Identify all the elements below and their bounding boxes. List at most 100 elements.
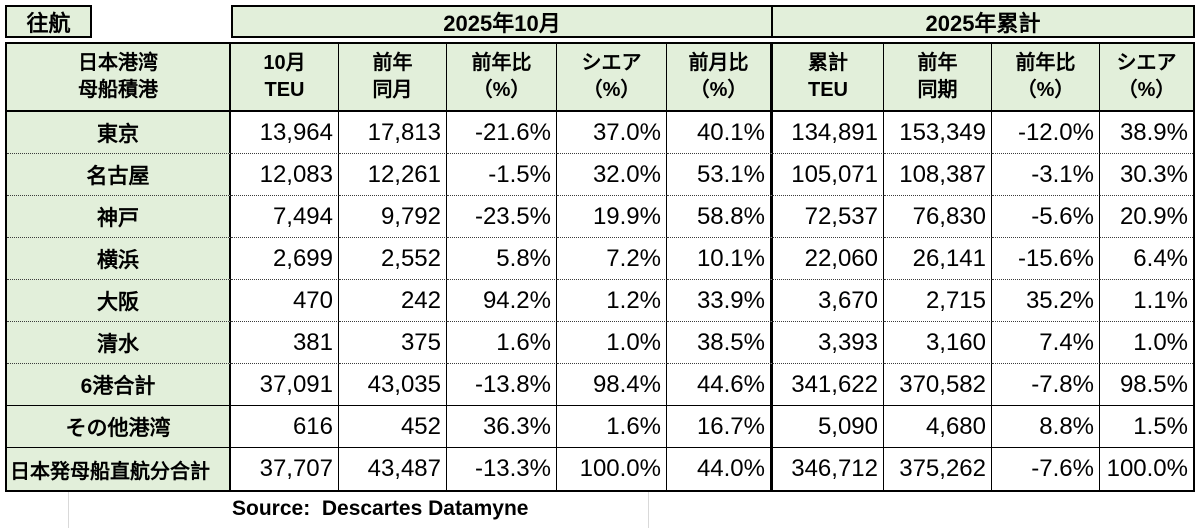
table-row-osaka: 大阪 470 242 94.2% 1.2% 33.9% 3,670 2,715 … xyxy=(7,280,1193,322)
table-cell: 1.0% xyxy=(557,322,667,364)
table-cell: 370,582 xyxy=(884,364,992,406)
table-cell: 22,060 xyxy=(773,238,884,280)
table-cell: 6.4% xyxy=(1100,238,1193,280)
table-cell: 3,160 xyxy=(884,322,992,364)
row-label: 大阪 xyxy=(7,280,231,322)
table-cell: 12,083 xyxy=(231,154,339,196)
table-cell: 3,670 xyxy=(773,280,884,322)
table-cell: 2,552 xyxy=(339,238,447,280)
table-cell: 72,537 xyxy=(773,196,884,238)
table-cell: 94.2% xyxy=(447,280,557,322)
table-cell: 7.2% xyxy=(557,238,667,280)
column-header-cum-share-pct: シエア （%） xyxy=(1100,44,1193,110)
table-cell: 43,035 xyxy=(339,364,447,406)
table-cell: 1.0% xyxy=(1100,322,1193,364)
table-cell: 19.9% xyxy=(557,196,667,238)
table-cell: 7,494 xyxy=(231,196,339,238)
table-cell: 346,712 xyxy=(773,448,884,490)
table-cell: 100.0% xyxy=(1100,448,1193,490)
row-label: 神戸 xyxy=(7,196,231,238)
table-cell: 5.8% xyxy=(447,238,557,280)
table-cell: 35.2% xyxy=(992,280,1100,322)
column-header-prev-year-month: 前年 同月 xyxy=(339,44,447,110)
table-cell: 375 xyxy=(339,322,447,364)
table-cell: -5.6% xyxy=(992,196,1100,238)
table-cell: 5,090 xyxy=(773,406,884,448)
row-label: 清水 xyxy=(7,322,231,364)
column-header-share-pct: シエア （%） xyxy=(557,44,667,110)
table-cell: 242 xyxy=(339,280,447,322)
table-cell: 10.1% xyxy=(667,238,773,280)
table-cell: -1.5% xyxy=(447,154,557,196)
table-cell: 1.1% xyxy=(1100,280,1193,322)
table-cell: 38.5% xyxy=(667,322,773,364)
group-header-cumulative: 2025年累計 xyxy=(771,5,1195,38)
table-cell: 38.9% xyxy=(1100,112,1193,154)
table-row-six-port-total: 6港合計 37,091 43,035 -13.8% 98.4% 44.6% 34… xyxy=(7,364,1193,406)
table-cell: -3.1% xyxy=(992,154,1100,196)
table-cell: 44.0% xyxy=(667,448,773,490)
table-cell: 2,715 xyxy=(884,280,992,322)
table-cell: 53.1% xyxy=(667,154,773,196)
table-cell: 76,830 xyxy=(884,196,992,238)
table-cell: -7.6% xyxy=(992,448,1100,490)
table-cell: 36.3% xyxy=(447,406,557,448)
table-cell: 341,622 xyxy=(773,364,884,406)
table-row-other-ports: その他港湾 616 452 36.3% 1.6% 16.7% 5,090 4,6… xyxy=(7,406,1193,448)
table-cell: 2,699 xyxy=(231,238,339,280)
table-cell: 1.5% xyxy=(1100,406,1193,448)
table-cell: 26,141 xyxy=(884,238,992,280)
table-cell: 37,707 xyxy=(231,448,339,490)
table-cell: 470 xyxy=(231,280,339,322)
table-cell: 13,964 xyxy=(231,112,339,154)
table-row-japan-total: 日本発母船直航分合計 37,707 43,487 -13.3% 100.0% 4… xyxy=(7,448,1193,490)
table-cell: 7.4% xyxy=(992,322,1100,364)
table-cell: 32.0% xyxy=(557,154,667,196)
table-cell: 98.5% xyxy=(1100,364,1193,406)
table-cell: 30.3% xyxy=(1100,154,1193,196)
table-cell: 33.9% xyxy=(667,280,773,322)
table-cell: 40.1% xyxy=(667,112,773,154)
table-cell: 8.8% xyxy=(992,406,1100,448)
table-cell: 452 xyxy=(339,406,447,448)
table-cell: 37,091 xyxy=(231,364,339,406)
data-table: 日本港湾 母船積港 10月 TEU 前年 同月 前年比 （%） シエア （%） … xyxy=(5,42,1195,492)
table-row-yokohama: 横浜 2,699 2,552 5.8% 7.2% 10.1% 22,060 26… xyxy=(7,238,1193,280)
table-cell: 12,261 xyxy=(339,154,447,196)
table-cell: 9,792 xyxy=(339,196,447,238)
table-cell: 616 xyxy=(231,406,339,448)
row-label: 6港合計 xyxy=(7,364,231,406)
table-cell: -23.5% xyxy=(447,196,557,238)
table-cell: 100.0% xyxy=(557,448,667,490)
column-header-month-teu: 10月 TEU xyxy=(231,44,339,110)
table-cell: 108,387 xyxy=(884,154,992,196)
table-cell: 3,393 xyxy=(773,322,884,364)
table-cell: 1.6% xyxy=(557,406,667,448)
table-cell: 105,071 xyxy=(773,154,884,196)
table-cell: -13.8% xyxy=(447,364,557,406)
row-label: 日本発母船直航分合計 xyxy=(7,448,231,490)
table-cell: 134,891 xyxy=(773,112,884,154)
row-label: その他港湾 xyxy=(7,406,231,448)
table-cell: 37.0% xyxy=(557,112,667,154)
table-cell: 153,349 xyxy=(884,112,992,154)
table-cell: -12.0% xyxy=(992,112,1100,154)
table-cell: 20.9% xyxy=(1100,196,1193,238)
row-label: 東京 xyxy=(7,112,231,154)
table-cell: 43,487 xyxy=(339,448,447,490)
table-row-shimizu: 清水 381 375 1.6% 1.0% 38.5% 3,393 3,160 7… xyxy=(7,322,1193,364)
table-cell: -15.6% xyxy=(992,238,1100,280)
table-row-tokyo: 東京 13,964 17,813 -21.6% 37.0% 40.1% 134,… xyxy=(7,112,1193,154)
table-cell: 16.7% xyxy=(667,406,773,448)
table-cell: -21.6% xyxy=(447,112,557,154)
row-label: 横浜 xyxy=(7,238,231,280)
group-header-month: 2025年10月 xyxy=(231,5,773,38)
table-cell: 98.4% xyxy=(557,364,667,406)
table-header-row: 日本港湾 母船積港 10月 TEU 前年 同月 前年比 （%） シエア （%） … xyxy=(7,44,1193,112)
footer-gridline xyxy=(648,492,649,528)
row-label: 名古屋 xyxy=(7,154,231,196)
table-cell: 1.6% xyxy=(447,322,557,364)
column-header-cum-yoy-pct: 前年比 （%） xyxy=(992,44,1100,110)
footer-gridline xyxy=(68,492,69,528)
